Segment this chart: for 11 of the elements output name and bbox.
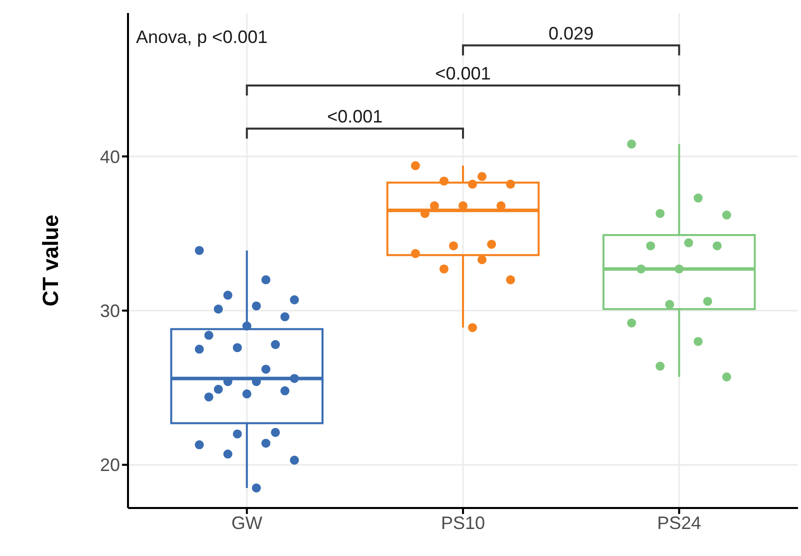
annotation: 0.029: [548, 23, 594, 44]
y-tick-label: 20: [100, 455, 120, 476]
annotation: <0.001: [435, 63, 491, 84]
y-tick-label: 40: [100, 146, 120, 167]
x-tick-label: GW: [231, 512, 262, 533]
y-tick-label: 30: [100, 301, 120, 322]
annotation: Anova, p <0.001: [136, 27, 268, 47]
annotation: <0.001: [327, 106, 383, 127]
x-tick-label: PS10: [440, 512, 486, 533]
y-axis-title: CT value: [38, 214, 63, 306]
x-tick-label: PS24: [657, 512, 702, 533]
